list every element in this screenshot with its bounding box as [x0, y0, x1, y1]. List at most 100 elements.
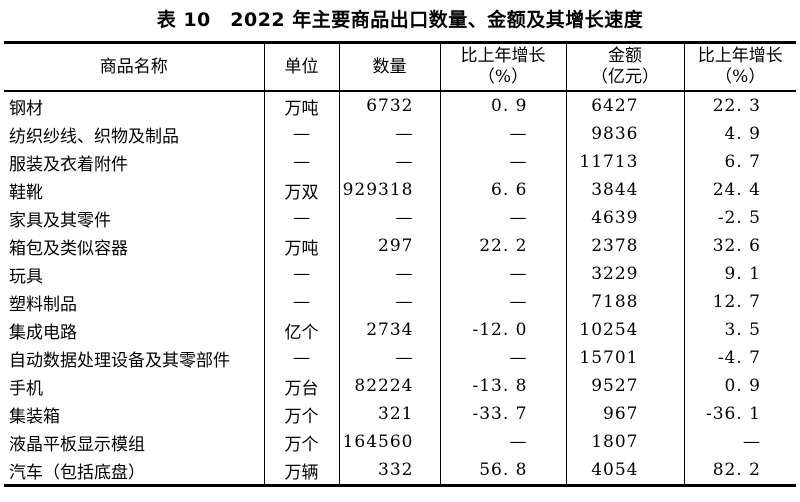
cell-value-growth: 24. 4 [683, 176, 796, 204]
cell-value-growth: -2. 5 [683, 204, 796, 232]
cell-commodity: 汽车（包括底盘） [9, 462, 145, 483]
col-header-label: 金额 [608, 46, 642, 66]
cell-value-growth: -4. 7 [683, 344, 796, 372]
cell-value-growth: 3. 5 [683, 316, 796, 344]
table-row: 箱包及类似容器 万吨 297 22. 2 2378 32. 6 [4, 232, 796, 260]
cell-value: 9836 [565, 120, 684, 148]
header-row: 商品名称 单位 数量 比上年增长 （%） 金额 （亿元） 比上年增长 （%） [4, 42, 796, 92]
cell-unit: — [263, 148, 339, 176]
cell-quantity: — [338, 288, 440, 316]
cell-value-growth: 82. 2 [683, 456, 796, 486]
cell-unit: — [263, 288, 339, 316]
cell-value-growth: 0. 9 [683, 372, 796, 400]
cell-quantity-growth: — [439, 428, 566, 456]
col-header-label: 数量 [372, 56, 407, 77]
cell-quantity: — [338, 344, 440, 372]
cell-quantity-growth: -12. 0 [439, 316, 566, 344]
cell-value: 15701 [565, 344, 684, 372]
cell-commodity: 自动数据处理设备及其零部件 [9, 350, 230, 371]
cell-commodity: 集装箱 [9, 406, 60, 427]
cell-quantity-growth: 56. 8 [439, 456, 566, 486]
col-header-sublabel: （%） [477, 67, 529, 87]
cell-quantity-growth: — [439, 204, 566, 232]
export-commodities-table: 商品名称 单位 数量 比上年增长 （%） 金额 （亿元） 比上年增长 （%） 钢材 万… [4, 41, 796, 487]
col-header-sublabel: （亿元） [591, 67, 659, 87]
cell-quantity-growth: 22. 2 [439, 232, 566, 260]
table-row: 玩具 — — — 3229 9. 1 [4, 260, 796, 288]
cell-value: 9527 [565, 372, 684, 400]
cell-value: 7188 [565, 288, 684, 316]
cell-commodity: 鞋靴 [9, 182, 43, 203]
cell-unit: — [263, 260, 339, 288]
cell-quantity-growth: -33. 7 [439, 400, 566, 428]
cell-commodity: 集成电路 [9, 322, 77, 343]
cell-commodity: 手机 [9, 378, 43, 399]
cell-commodity: 家具及其零件 [9, 210, 111, 231]
cell-commodity: 箱包及类似容器 [9, 238, 128, 259]
cell-value-growth: 6. 7 [683, 148, 796, 176]
cell-quantity: 929318 [338, 176, 440, 204]
col-header-value: 金额 （亿元） [565, 42, 684, 92]
cell-value: 1807 [565, 428, 684, 456]
col-header-value-growth: 比上年增长 （%） [683, 42, 796, 92]
cell-value-growth: 12. 7 [683, 288, 796, 316]
cell-value-growth: -36. 1 [683, 400, 796, 428]
table-row: 塑料制品 — — — 7188 12. 7 [4, 288, 796, 316]
cell-commodity: 纺织纱线、织物及制品 [9, 126, 179, 147]
cell-value: 4639 [565, 204, 684, 232]
table-row: 鞋靴 万双 929318 6. 6 3844 24. 4 [4, 176, 796, 204]
cell-quantity: — [338, 204, 440, 232]
cell-value: 11713 [565, 148, 684, 176]
cell-value-growth: — [683, 428, 796, 456]
cell-value: 967 [565, 400, 684, 428]
col-header-commodity: 商品名称 [4, 42, 264, 92]
table-row: 钢材 万吨 6732 0. 9 6427 22. 3 [4, 91, 796, 120]
cell-quantity: 2734 [338, 316, 440, 344]
col-header-unit: 单位 [263, 42, 339, 92]
cell-quantity: 321 [338, 400, 440, 428]
col-header-quantity: 数量 [338, 42, 440, 92]
cell-commodity: 液晶平板显示模组 [9, 434, 145, 455]
cell-unit: 万吨 [263, 232, 339, 260]
cell-quantity-growth: — [439, 120, 566, 148]
cell-unit: 万个 [263, 428, 339, 456]
col-header-quantity-growth: 比上年增长 （%） [439, 42, 566, 92]
cell-commodity: 玩具 [9, 266, 43, 287]
col-header-label: 单位 [284, 56, 319, 77]
cell-unit: 万双 [263, 176, 339, 204]
cell-unit: 亿个 [263, 316, 339, 344]
cell-value: 2378 [565, 232, 684, 260]
table-row: 纺织纱线、织物及制品 — — — 9836 4. 9 [4, 120, 796, 148]
cell-quantity: 6732 [338, 91, 440, 120]
cell-quantity-growth: — [439, 344, 566, 372]
cell-quantity-growth: -13. 8 [439, 372, 566, 400]
cell-value: 10254 [565, 316, 684, 344]
table-row: 服装及衣着附件 — — — 11713 6. 7 [4, 148, 796, 176]
cell-unit: 万个 [263, 400, 339, 428]
cell-value: 3229 [565, 260, 684, 288]
table-title: 表 10 2022 年主要商品出口数量、金额及其增长速度 [156, 9, 644, 31]
col-header-label: 比上年增长 [460, 46, 546, 66]
table-row: 集成电路 亿个 2734 -12. 0 10254 3. 5 [4, 316, 796, 344]
table-row: 手机 万台 82224 -13. 8 9527 0. 9 [4, 372, 796, 400]
cell-quantity-growth: — [439, 148, 566, 176]
cell-value: 3844 [565, 176, 684, 204]
cell-quantity: 297 [338, 232, 440, 260]
col-header-label: 商品名称 [99, 56, 168, 77]
cell-value-growth: 32. 6 [683, 232, 796, 260]
table-row: 汽车（包括底盘） 万辆 332 56. 8 4054 82. 2 [4, 456, 796, 486]
cell-value-growth: 9. 1 [683, 260, 796, 288]
table-row: 集装箱 万个 321 -33. 7 967 -36. 1 [4, 400, 796, 428]
cell-unit: 万辆 [263, 456, 339, 486]
cell-quantity-growth: — [439, 260, 566, 288]
cell-commodity: 钢材 [9, 98, 43, 119]
cell-quantity-growth: 0. 9 [439, 91, 566, 120]
cell-unit: — [263, 204, 339, 232]
cell-unit: — [263, 344, 339, 372]
col-header-label: 比上年增长 [697, 46, 783, 66]
cell-commodity: 塑料制品 [9, 294, 77, 315]
table-row: 自动数据处理设备及其零部件 — — — 15701 -4. 7 [4, 344, 796, 372]
cell-value: 6427 [565, 91, 684, 120]
cell-quantity: — [338, 120, 440, 148]
